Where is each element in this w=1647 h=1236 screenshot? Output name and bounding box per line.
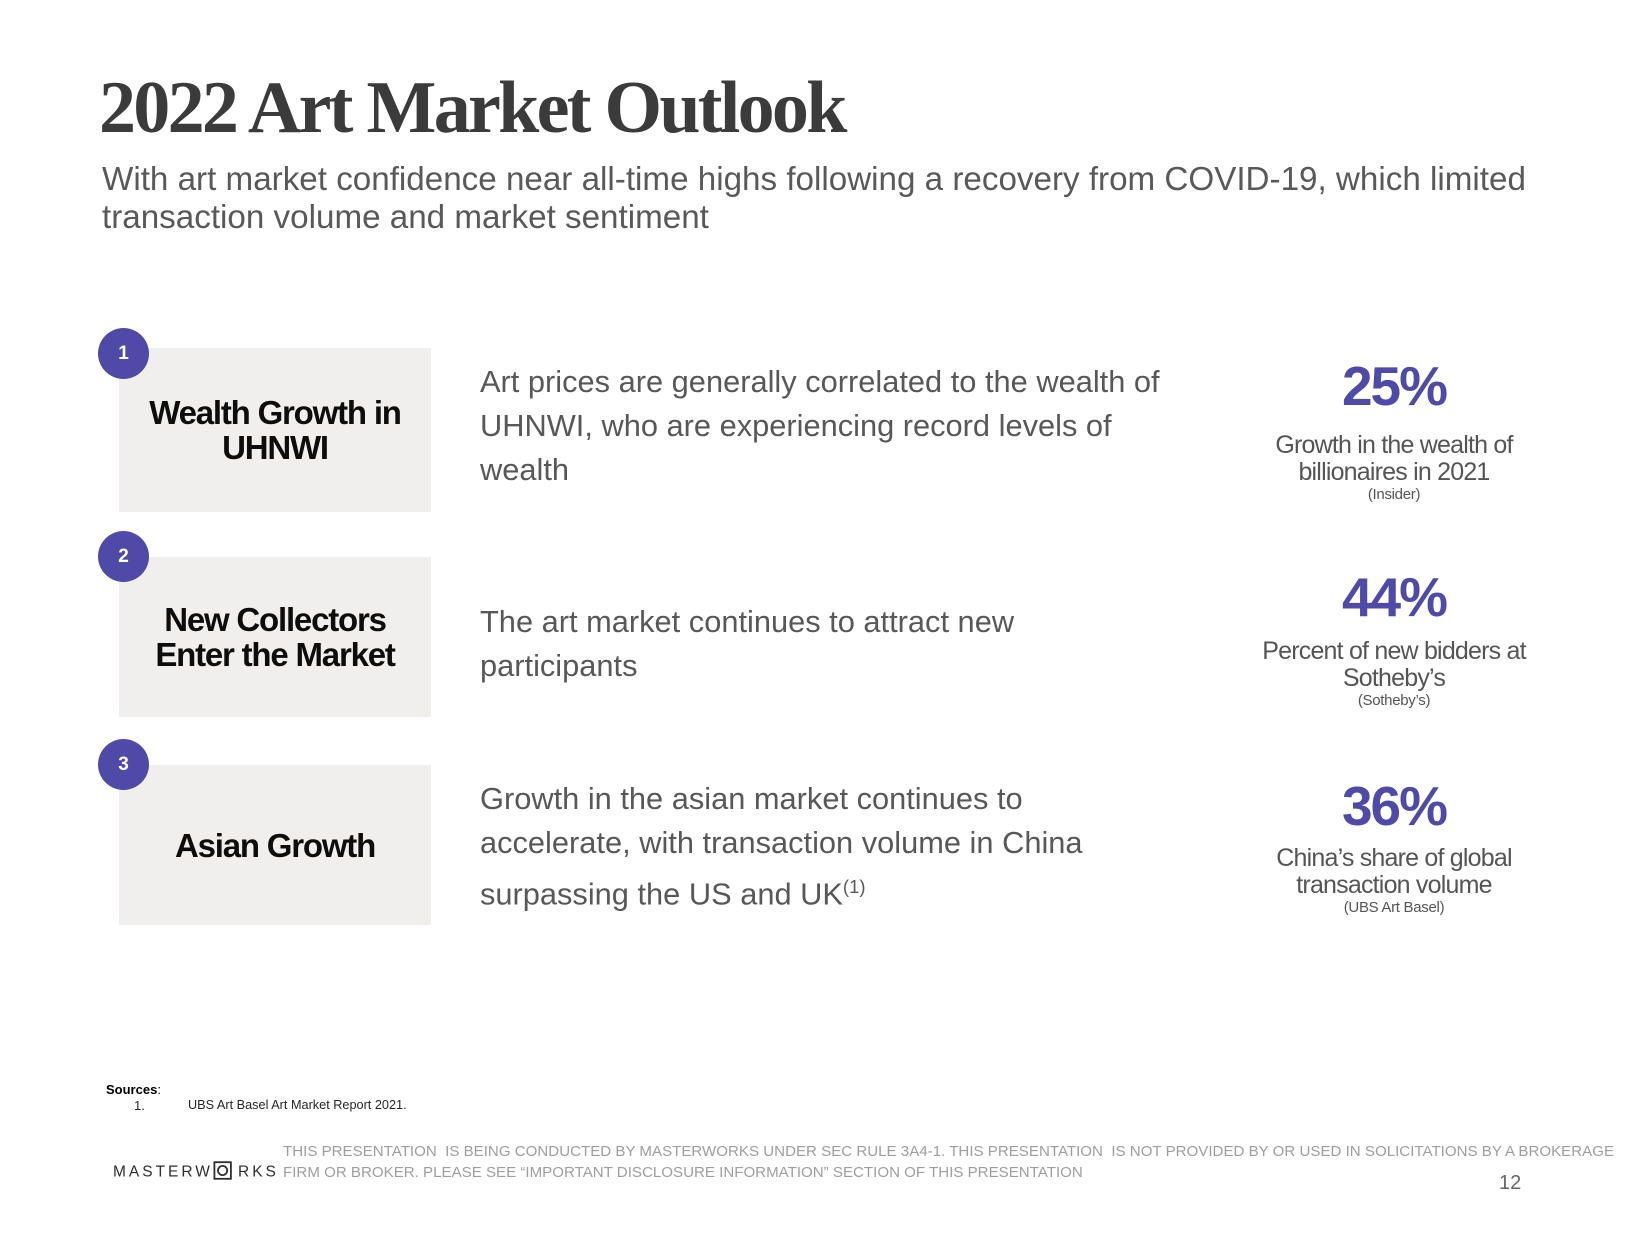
svg-text:MASTERW: MASTERW — [113, 1164, 213, 1181]
svg-text:RKS: RKS — [238, 1164, 279, 1181]
